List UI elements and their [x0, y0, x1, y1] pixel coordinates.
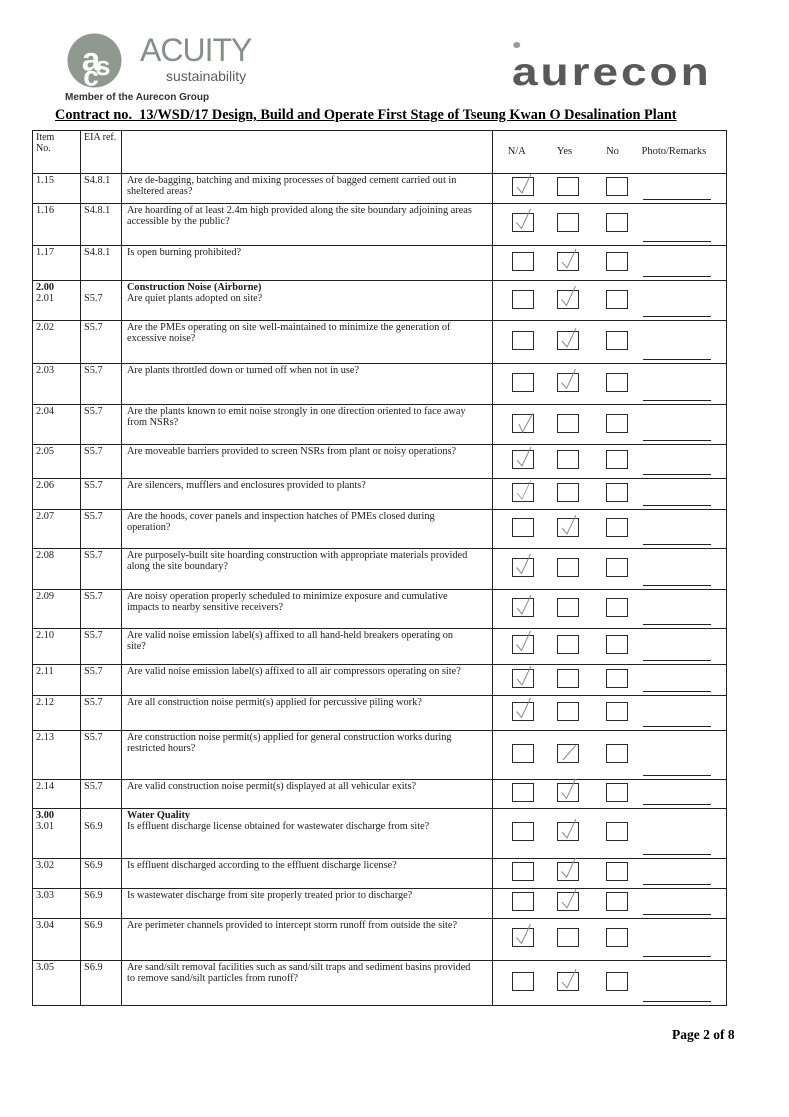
svg-text:c: c	[83, 61, 99, 90]
